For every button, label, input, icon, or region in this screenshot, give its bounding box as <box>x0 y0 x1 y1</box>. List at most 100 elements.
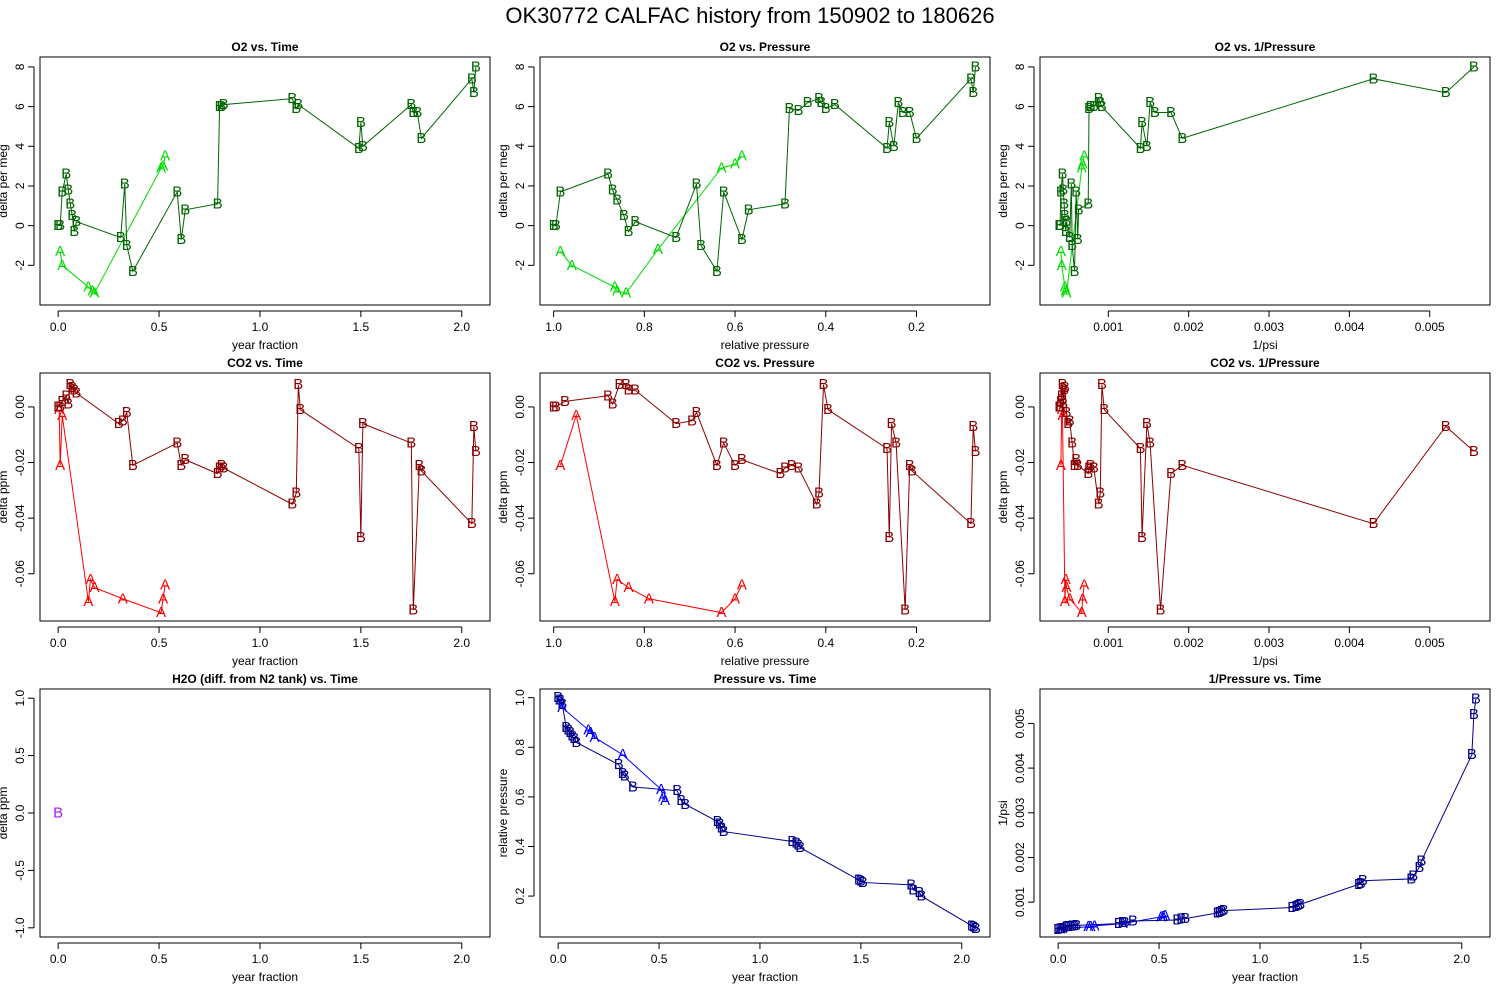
data-point-B: B <box>1176 911 1186 928</box>
data-point-B: B <box>906 876 916 893</box>
y-tick-label: 0.8 <box>513 739 527 756</box>
x-tick-label: 2.0 <box>1453 952 1470 966</box>
data-point-B: B <box>1118 914 1128 931</box>
data-point-B: B <box>795 839 805 856</box>
data-point-B: B <box>620 767 630 784</box>
data-point-B: B <box>1414 859 1424 876</box>
y-tick-label: -0.5 <box>13 860 27 881</box>
x-tick-label: 0.0 <box>1050 952 1067 966</box>
data-point-B: B <box>1114 915 1124 932</box>
y-tick-label: 2 <box>513 182 527 189</box>
data-point-B: B <box>608 181 618 198</box>
data-point-B: B <box>905 457 915 474</box>
data-point-B: B <box>621 376 631 393</box>
data-point-B: B <box>968 418 978 435</box>
data-point-A: A <box>1077 160 1087 177</box>
data-point-B: B <box>1467 746 1477 763</box>
y-tick-label: 0.2 <box>513 887 527 904</box>
data-point-B: B <box>1065 229 1075 246</box>
data-point-B: B <box>1061 919 1071 936</box>
data-point-B: B <box>1295 896 1305 913</box>
data-point-B: B <box>406 435 416 452</box>
data-point-A: A <box>583 721 593 738</box>
data-point-A: A <box>660 792 670 809</box>
data-point-B: B <box>122 237 132 254</box>
data-point-B: B <box>608 396 618 413</box>
data-point-B: B <box>691 175 701 192</box>
series-A-line <box>1060 915 1166 930</box>
data-point-A: A <box>716 160 726 177</box>
x-tick-label: 1.0 <box>545 636 562 650</box>
data-point-B: B <box>1063 918 1073 935</box>
data-point-B: B <box>1356 875 1366 892</box>
data-point-B: B <box>1097 98 1107 115</box>
data-point-A: A <box>1056 243 1066 260</box>
data-point-B: B <box>854 871 864 888</box>
panel-title: CO2 vs. Pressure <box>715 356 815 370</box>
data-point-B: B <box>1062 213 1072 230</box>
data-point-A: A <box>1062 285 1072 302</box>
data-point-B: B <box>1142 138 1152 155</box>
data-point-B: B <box>614 376 624 393</box>
data-point-B: B <box>408 601 418 618</box>
x-tick-label: 0.0 <box>50 636 67 650</box>
data-point-A: A <box>555 243 565 260</box>
pressure-time-panel: Pressure vs. Time 0.0 0.5 1.0 1.5 2.0 year fra… <box>496 672 991 984</box>
data-point-B: B <box>676 792 686 809</box>
y-tick-label: 6 <box>513 103 527 110</box>
data-point-B: B <box>737 231 747 248</box>
y-tick-label: -2 <box>513 260 527 271</box>
data-point-B: B <box>717 819 727 836</box>
data-point-B: B <box>55 398 65 415</box>
data-point-A: A <box>1078 590 1088 607</box>
o2-pressure-panel: O2 vs. Pressure 1.0 0.8 0.6 0.4 0.2 relative p… <box>496 40 991 352</box>
x-tick-label: 0.001 <box>1093 320 1123 334</box>
data-point-A: A <box>160 576 170 593</box>
y-tick-label: 0.4 <box>513 838 527 855</box>
data-point-B: B <box>884 529 894 546</box>
data-point-B: B <box>69 382 79 399</box>
data-point-B: B <box>671 415 681 432</box>
y-tick-label: -0.02 <box>13 449 27 477</box>
x-tick-label: 1.0 <box>1252 952 1269 966</box>
panel-grid: O2 vs. Time 0.0 0.5 1.0 1.5 2.0 year fraction -… <box>0 40 1491 984</box>
panel-title: O2 vs. Time <box>231 40 298 54</box>
data-point-B: B <box>471 58 481 75</box>
data-point-B: B <box>787 457 797 474</box>
y-axis-label: delta ppm <box>0 471 10 524</box>
data-point-B: B <box>1368 515 1378 532</box>
panel-title: H2O (diff. from N2 tank) vs. Time <box>172 672 358 686</box>
data-point-A: A <box>1160 907 1170 924</box>
data-point-B: B <box>172 435 182 452</box>
data-point-A: A <box>1077 604 1087 621</box>
data-point-B: B <box>1135 140 1145 157</box>
x-tick-label: 0.005 <box>1415 320 1445 334</box>
data-point-B: B <box>1469 58 1479 75</box>
data-point-B: B <box>966 70 976 87</box>
y-tick-label: 0.00 <box>1013 395 1027 419</box>
data-point-B: B <box>1120 914 1130 931</box>
data-point-B: B <box>907 462 917 479</box>
data-point-B: B <box>571 734 581 751</box>
y-tick-label: 0 <box>1013 222 1027 229</box>
data-point-B: B <box>744 201 754 218</box>
o2-inv-pressure-panel: O2 vs. 1/Pressure 0.001 0.002 0.003 0.004 0.0… <box>996 40 1491 352</box>
x-tick-label: 0.0 <box>550 952 567 966</box>
data-point-B: B <box>61 166 71 183</box>
data-point-B: B <box>354 140 364 157</box>
data-point-B: B <box>680 796 690 813</box>
data-point-B: B <box>1145 94 1155 111</box>
data-point-B: B <box>1089 98 1099 115</box>
data-point-A: A <box>1057 257 1067 274</box>
data-point-B: B <box>1137 529 1147 546</box>
x-tick-label: 0.004 <box>1334 320 1364 334</box>
y-tick-label: 1.0 <box>13 690 27 707</box>
co2-inv-pressure-panel: CO2 vs. 1/Pressure 0.001 0.002 0.003 0.004 0.… <box>996 356 1491 668</box>
y-tick-label: -0.06 <box>513 560 527 588</box>
plot-frame <box>539 56 991 306</box>
data-point-A: A <box>610 279 620 296</box>
x-tick-label: 2.0 <box>453 952 470 966</box>
data-point-A: A <box>83 593 93 610</box>
data-point-B: B <box>560 393 570 410</box>
x-tick-label: 0.8 <box>636 320 653 334</box>
